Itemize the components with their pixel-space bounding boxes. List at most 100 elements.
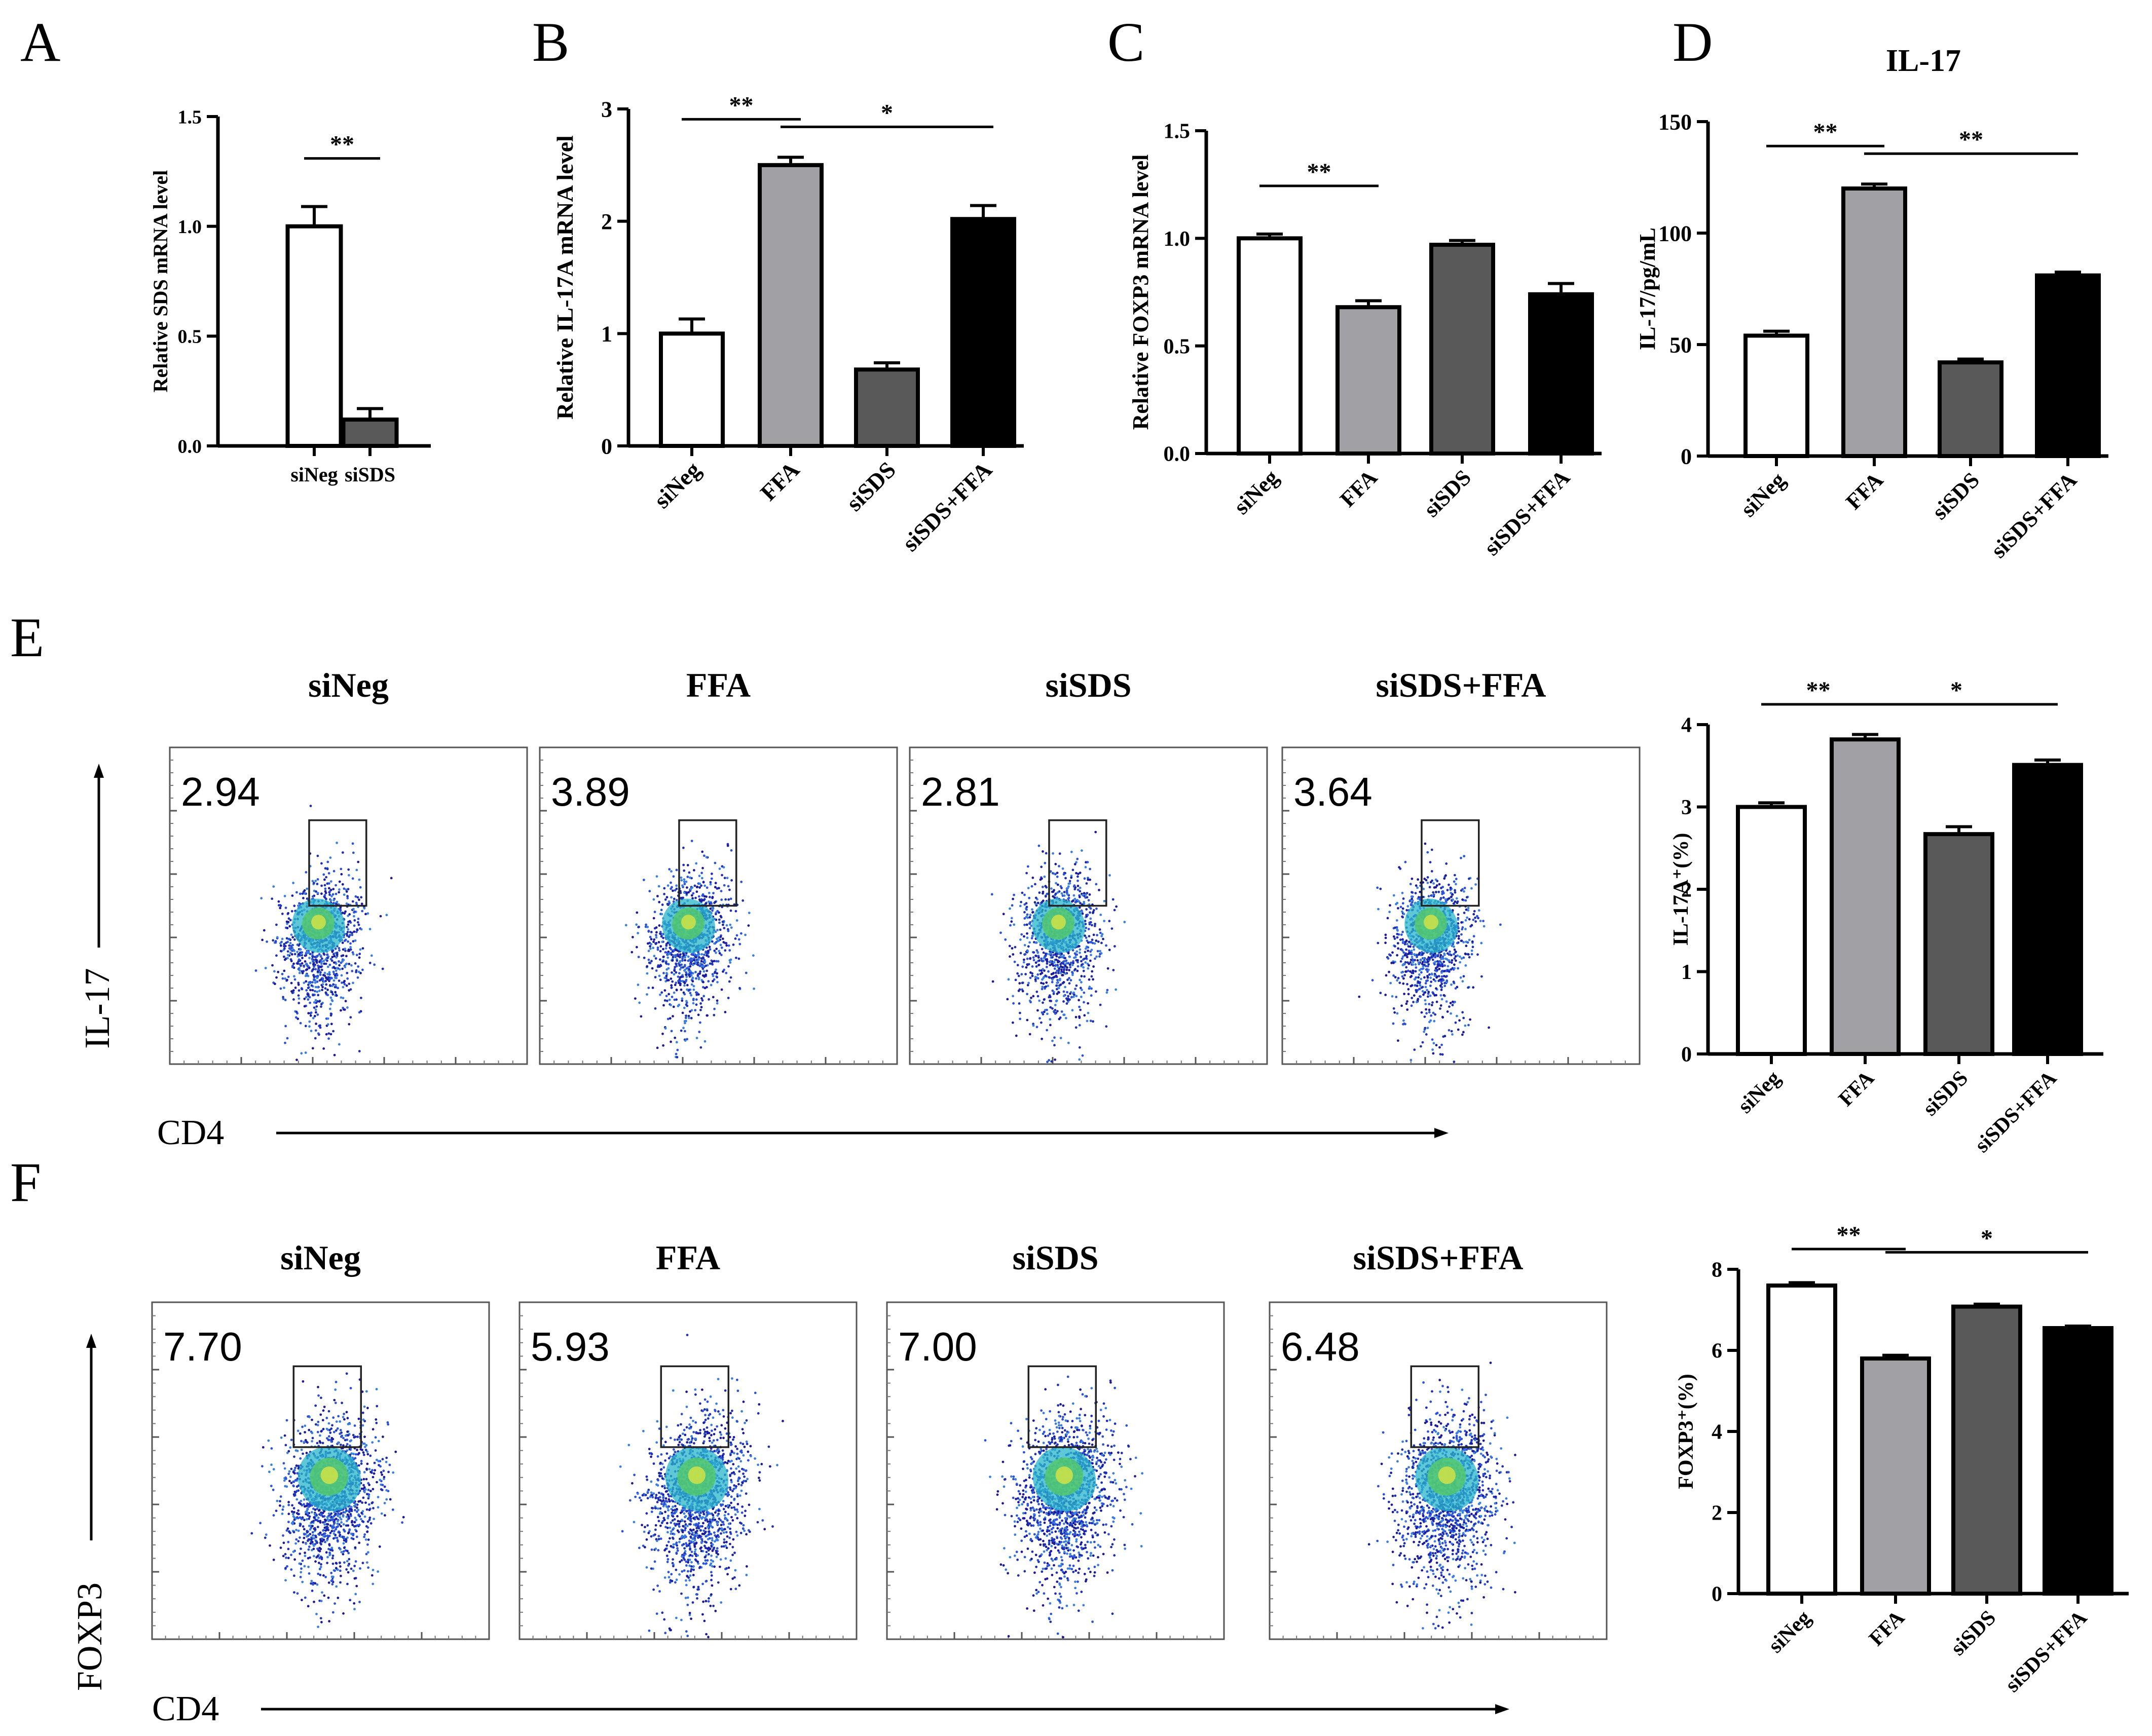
flow-event-dot xyxy=(697,961,699,964)
flow-event-dot xyxy=(701,899,704,901)
flow-event-dot xyxy=(667,1018,670,1021)
flow-event-dot xyxy=(333,961,336,964)
flow-event-dot xyxy=(1026,950,1029,953)
flow-event-dot xyxy=(630,951,633,954)
flow-event-dot xyxy=(345,1568,348,1571)
flow-event-dot xyxy=(1049,1006,1052,1009)
flow-event-dot xyxy=(342,851,344,854)
flow-event-dot xyxy=(336,842,338,844)
flow-event-dot xyxy=(1396,919,1398,922)
flow-event-dot xyxy=(1052,964,1055,967)
flow-event-dot xyxy=(729,961,731,964)
flow-event-dot xyxy=(1448,959,1451,962)
x-tick-label: FFA xyxy=(755,457,804,506)
flow-event-dot xyxy=(350,988,352,991)
flow-event-dot xyxy=(303,982,306,984)
flow-event-dot xyxy=(1418,962,1420,964)
flow-event-dot xyxy=(684,956,686,959)
flow-event-dot xyxy=(301,957,304,959)
flow-event-dot xyxy=(1446,889,1449,891)
flow-event-dot xyxy=(667,884,670,887)
bar-sisds-plus-ffa xyxy=(2014,765,2081,1054)
flow-event-dot xyxy=(1413,994,1416,997)
flow-event-dot xyxy=(320,966,322,968)
flow-event-dot xyxy=(1063,891,1066,893)
flow-event-dot xyxy=(1042,1001,1044,1004)
flow-event-dot xyxy=(662,956,665,958)
flow-event-dot xyxy=(699,1009,702,1011)
bar-sineg xyxy=(1746,335,1807,456)
flow-event-dot xyxy=(999,931,1002,934)
flow-event-dot xyxy=(1060,1037,1062,1039)
flow-event-dot xyxy=(696,963,699,966)
flow-event-dot xyxy=(662,1044,664,1047)
flow-event-dot xyxy=(1057,966,1059,968)
flow-event-dot xyxy=(682,975,684,978)
flow-event-dot xyxy=(1422,888,1425,890)
y-axis-title: Relative IL-17A mRNA level xyxy=(552,135,578,420)
flow-event-dot xyxy=(1072,900,1074,902)
flow-event-dot xyxy=(724,942,727,945)
flow-event-dot xyxy=(694,897,697,899)
flow-event-dot xyxy=(333,870,336,873)
flow-event-dot xyxy=(696,886,698,888)
flow-event-dot xyxy=(1414,978,1416,980)
flow-event-dot xyxy=(728,945,730,947)
x-tick-label: FFA xyxy=(1865,1606,1910,1651)
flow-event-dot xyxy=(349,920,351,923)
flow-event-dot xyxy=(701,851,703,853)
flow-event-dot xyxy=(1080,960,1083,963)
flow-event-dot xyxy=(1042,983,1045,985)
flow-event-dot xyxy=(1451,1033,1454,1036)
flow-event-dot xyxy=(1052,890,1055,893)
flow-event-dot xyxy=(632,936,634,938)
flow-event-dot xyxy=(713,1014,715,1016)
flow-event-dot xyxy=(353,915,355,918)
flow-event-dot xyxy=(1407,970,1409,972)
flow-event-dot xyxy=(662,948,664,951)
flow-event-dot xyxy=(1044,955,1046,958)
flow-event-dot xyxy=(1385,974,1388,977)
flow-event-dot xyxy=(360,997,362,999)
flow-event-dot xyxy=(721,947,723,949)
bar-sisds xyxy=(1925,834,1992,1054)
flow-event-dot xyxy=(653,917,655,920)
flow-event-dot xyxy=(307,987,310,989)
flow-event-dot xyxy=(1400,971,1403,974)
flow-event-dot xyxy=(1414,959,1416,961)
flow-event-dot xyxy=(692,999,695,1001)
flow-event-dot xyxy=(312,1017,315,1020)
flow-event-dot xyxy=(693,989,695,991)
flow-event-dot xyxy=(646,993,648,996)
flow-event-dot xyxy=(1430,980,1432,983)
flow-event-dot xyxy=(685,971,687,974)
flow-event-dot xyxy=(1041,978,1044,981)
flow-event-dot xyxy=(1432,993,1435,995)
flow-event-dot xyxy=(1391,995,1394,998)
flow-event-dot xyxy=(1401,931,1404,933)
flow-event-dot xyxy=(711,897,714,899)
flow-event-dot xyxy=(315,1029,317,1032)
flow-event-dot xyxy=(674,1037,676,1039)
flow-event-dot xyxy=(745,972,748,974)
flow-event-dot xyxy=(1396,928,1398,931)
significance-label: ** xyxy=(1959,126,1983,153)
flow-event-dot xyxy=(1472,913,1475,916)
flow-event-dot xyxy=(1059,978,1061,980)
flow-event-dot xyxy=(713,901,716,904)
flow-event-dot xyxy=(284,999,287,1001)
flow-event-dot xyxy=(1076,899,1079,901)
flow-event-dot xyxy=(317,994,319,996)
flow-event-dot xyxy=(1112,898,1115,901)
flow-event-dot xyxy=(338,947,341,950)
flow-event-dot xyxy=(716,981,719,984)
flow-event-dot xyxy=(698,883,701,885)
flow-event-dot xyxy=(321,986,324,989)
flow-event-dot xyxy=(1427,991,1430,993)
flow-event-dot xyxy=(1401,958,1403,960)
flow-event-dot xyxy=(263,929,266,932)
flow-event-dot xyxy=(715,968,717,971)
flow-event-dot xyxy=(1439,1053,1442,1055)
flow-event-dot xyxy=(665,977,667,979)
flow-event-dot xyxy=(694,961,697,963)
